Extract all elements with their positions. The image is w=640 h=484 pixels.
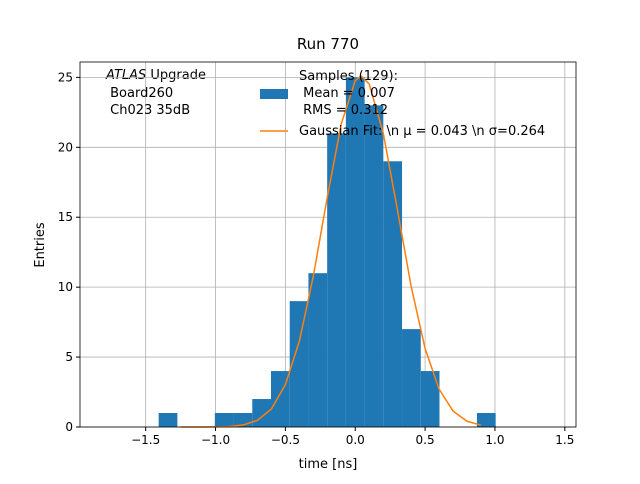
x-tick-label: 1.0 bbox=[485, 433, 504, 447]
bar bbox=[308, 273, 328, 427]
x-tick-label: 1.5 bbox=[555, 433, 574, 447]
bar bbox=[364, 105, 384, 428]
annotation-rest: Upgrade bbox=[146, 68, 206, 83]
y-tick-label: 20 bbox=[58, 140, 73, 154]
x-axis-label: time [ns] bbox=[299, 457, 358, 472]
plot-frame bbox=[79, 61, 577, 428]
y-tick-label: 0 bbox=[65, 420, 73, 434]
annotation: ATLAS Upgrade bbox=[105, 68, 206, 83]
x-tick-label: 0.5 bbox=[416, 433, 435, 447]
chart-title: Run 770 bbox=[297, 35, 359, 53]
bar bbox=[402, 329, 421, 427]
legend-label: Gaussian Fit: \n μ = 0.043 \n σ=0.264 bbox=[299, 124, 545, 139]
y-tick-label: 15 bbox=[58, 210, 73, 224]
y-tick-label: 5 bbox=[65, 350, 73, 364]
x-tick-label: −0.5 bbox=[271, 433, 300, 447]
y-axis-label: Entries bbox=[33, 222, 48, 268]
bar bbox=[289, 301, 309, 427]
bar bbox=[158, 413, 178, 427]
bar bbox=[252, 399, 271, 427]
x-tick-label: −1.0 bbox=[201, 433, 230, 447]
bar bbox=[420, 371, 440, 427]
legend-label: Mean = 0.007 bbox=[299, 86, 395, 101]
x-tick-label: −1.5 bbox=[131, 433, 160, 447]
legend-label: RMS = 0.312 bbox=[299, 103, 388, 118]
annotation-italic: ATLAS bbox=[105, 68, 146, 83]
legend-swatch bbox=[260, 89, 288, 99]
annotation-line: Board260 bbox=[106, 86, 173, 101]
bar bbox=[327, 133, 346, 427]
annotation-line: Ch023 35dB bbox=[106, 103, 190, 118]
y-tick-label: 10 bbox=[58, 280, 73, 294]
bar bbox=[476, 413, 496, 427]
bar bbox=[214, 413, 234, 427]
y-tick-label: 25 bbox=[58, 70, 73, 84]
x-tick-label: 0.0 bbox=[346, 433, 365, 447]
legend-label: Samples (129): bbox=[299, 69, 398, 84]
bar bbox=[345, 77, 365, 427]
fit-line bbox=[180, 74, 482, 428]
bar bbox=[383, 161, 403, 427]
